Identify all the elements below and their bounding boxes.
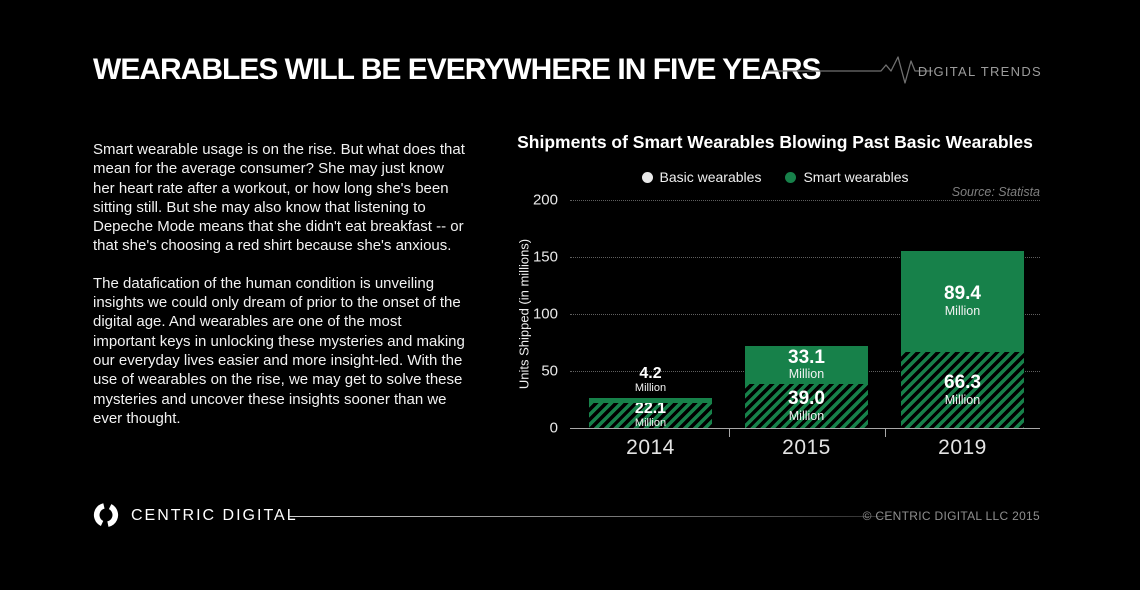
gridline-200 — [570, 200, 1040, 201]
value-number: 22.1 — [634, 399, 667, 417]
footer-copyright: © CENTRIC DIGITAL LLC 2015 — [862, 509, 1040, 523]
centric-digital-logo-icon — [93, 502, 119, 528]
page-title: WEARABLES WILL BE EVERYWHERE IN FIVE YEA… — [93, 53, 822, 86]
intro-text: Smart wearable usage is on the rise. But… — [93, 140, 465, 446]
x-axis-tick — [884, 428, 886, 437]
legend-label: Basic wearables — [659, 169, 762, 185]
basic-value-label: 66.3 Million — [944, 373, 981, 407]
gridline-150 — [570, 257, 1040, 258]
legend-label: Smart wearables — [803, 169, 909, 185]
bar-segment-basic-2015: 39.0 Million — [745, 383, 868, 428]
bar-segment-smart-2019: 89.4 Million — [901, 250, 1024, 353]
bar-segment-smart-2014 — [589, 398, 712, 403]
bar-segment-basic-2019: 66.3 Million — [901, 352, 1024, 428]
legend-dot-icon — [785, 171, 797, 183]
value-unit: Million — [634, 417, 667, 430]
y-tick-label-100: 100 — [532, 305, 558, 323]
legend-dot-icon — [641, 171, 653, 183]
value-number: 33.1 — [788, 346, 825, 368]
footer-divider — [289, 516, 888, 517]
heartbeat-icon — [765, 56, 933, 84]
x-category-label-2019: 2019 — [938, 436, 987, 459]
value-number: 66.3 — [944, 372, 981, 394]
value-number: 39.0 — [788, 387, 825, 409]
value-unit: Million — [788, 367, 825, 382]
legend-item: Smart wearables — [785, 169, 908, 185]
intro-paragraph-1: Smart wearable usage is on the rise. But… — [93, 141, 465, 255]
value-unit: Million — [944, 392, 981, 407]
x-axis-tick — [728, 428, 730, 437]
legend-item: Basic wearables — [641, 169, 762, 185]
y-axis-ticks: 0 50 100 150 200 — [500, 192, 558, 437]
value-unit: Million — [944, 304, 981, 319]
bar-segment-basic-2014: 22.1 Million — [589, 399, 712, 430]
bar-segment-smart-2015: 33.1 Million — [745, 345, 868, 384]
value-unit: Million — [634, 382, 667, 395]
chart-plot: 22.1 Million 4.2 Million 2014 39.0 Million 33.1… — [570, 200, 1040, 459]
y-tick-label-50: 50 — [541, 362, 558, 380]
basic-value-label: 39.0 Million — [788, 387, 825, 423]
y-tick-label-0: 0 — [549, 419, 558, 437]
smart-value-label-inner: 4.2 Million — [589, 364, 712, 395]
y-tick-label-150: 150 — [532, 248, 558, 266]
y-tick-label-200: 200 — [532, 191, 558, 209]
smart-value-label: 89.4 Million — [944, 284, 981, 318]
smart-value-label: 33.1 Million — [788, 346, 825, 382]
smart-value-label: 4.2 Million — [589, 364, 712, 395]
intro-paragraph-2: The datafication of the human condition … — [93, 274, 465, 427]
chart-source: Source: Statista — [951, 185, 1040, 199]
x-category-label-2014: 2014 — [626, 436, 675, 459]
value-unit: Million — [788, 408, 825, 423]
brand-label: DIGITAL TRENDS — [917, 64, 1042, 79]
basic-value-label: 22.1 Million — [634, 399, 667, 430]
value-number: 4.2 — [639, 364, 662, 382]
footer-brand: CENTRIC DIGITAL — [131, 507, 298, 524]
value-number: 89.4 — [944, 283, 981, 305]
x-category-label-2015: 2015 — [782, 436, 831, 459]
chart-title: Shipments of Smart Wearables Blowing Pas… — [517, 132, 1033, 152]
chart-legend: Basic wearables Smart wearables — [505, 169, 1045, 185]
gridline-100 — [570, 314, 1040, 315]
